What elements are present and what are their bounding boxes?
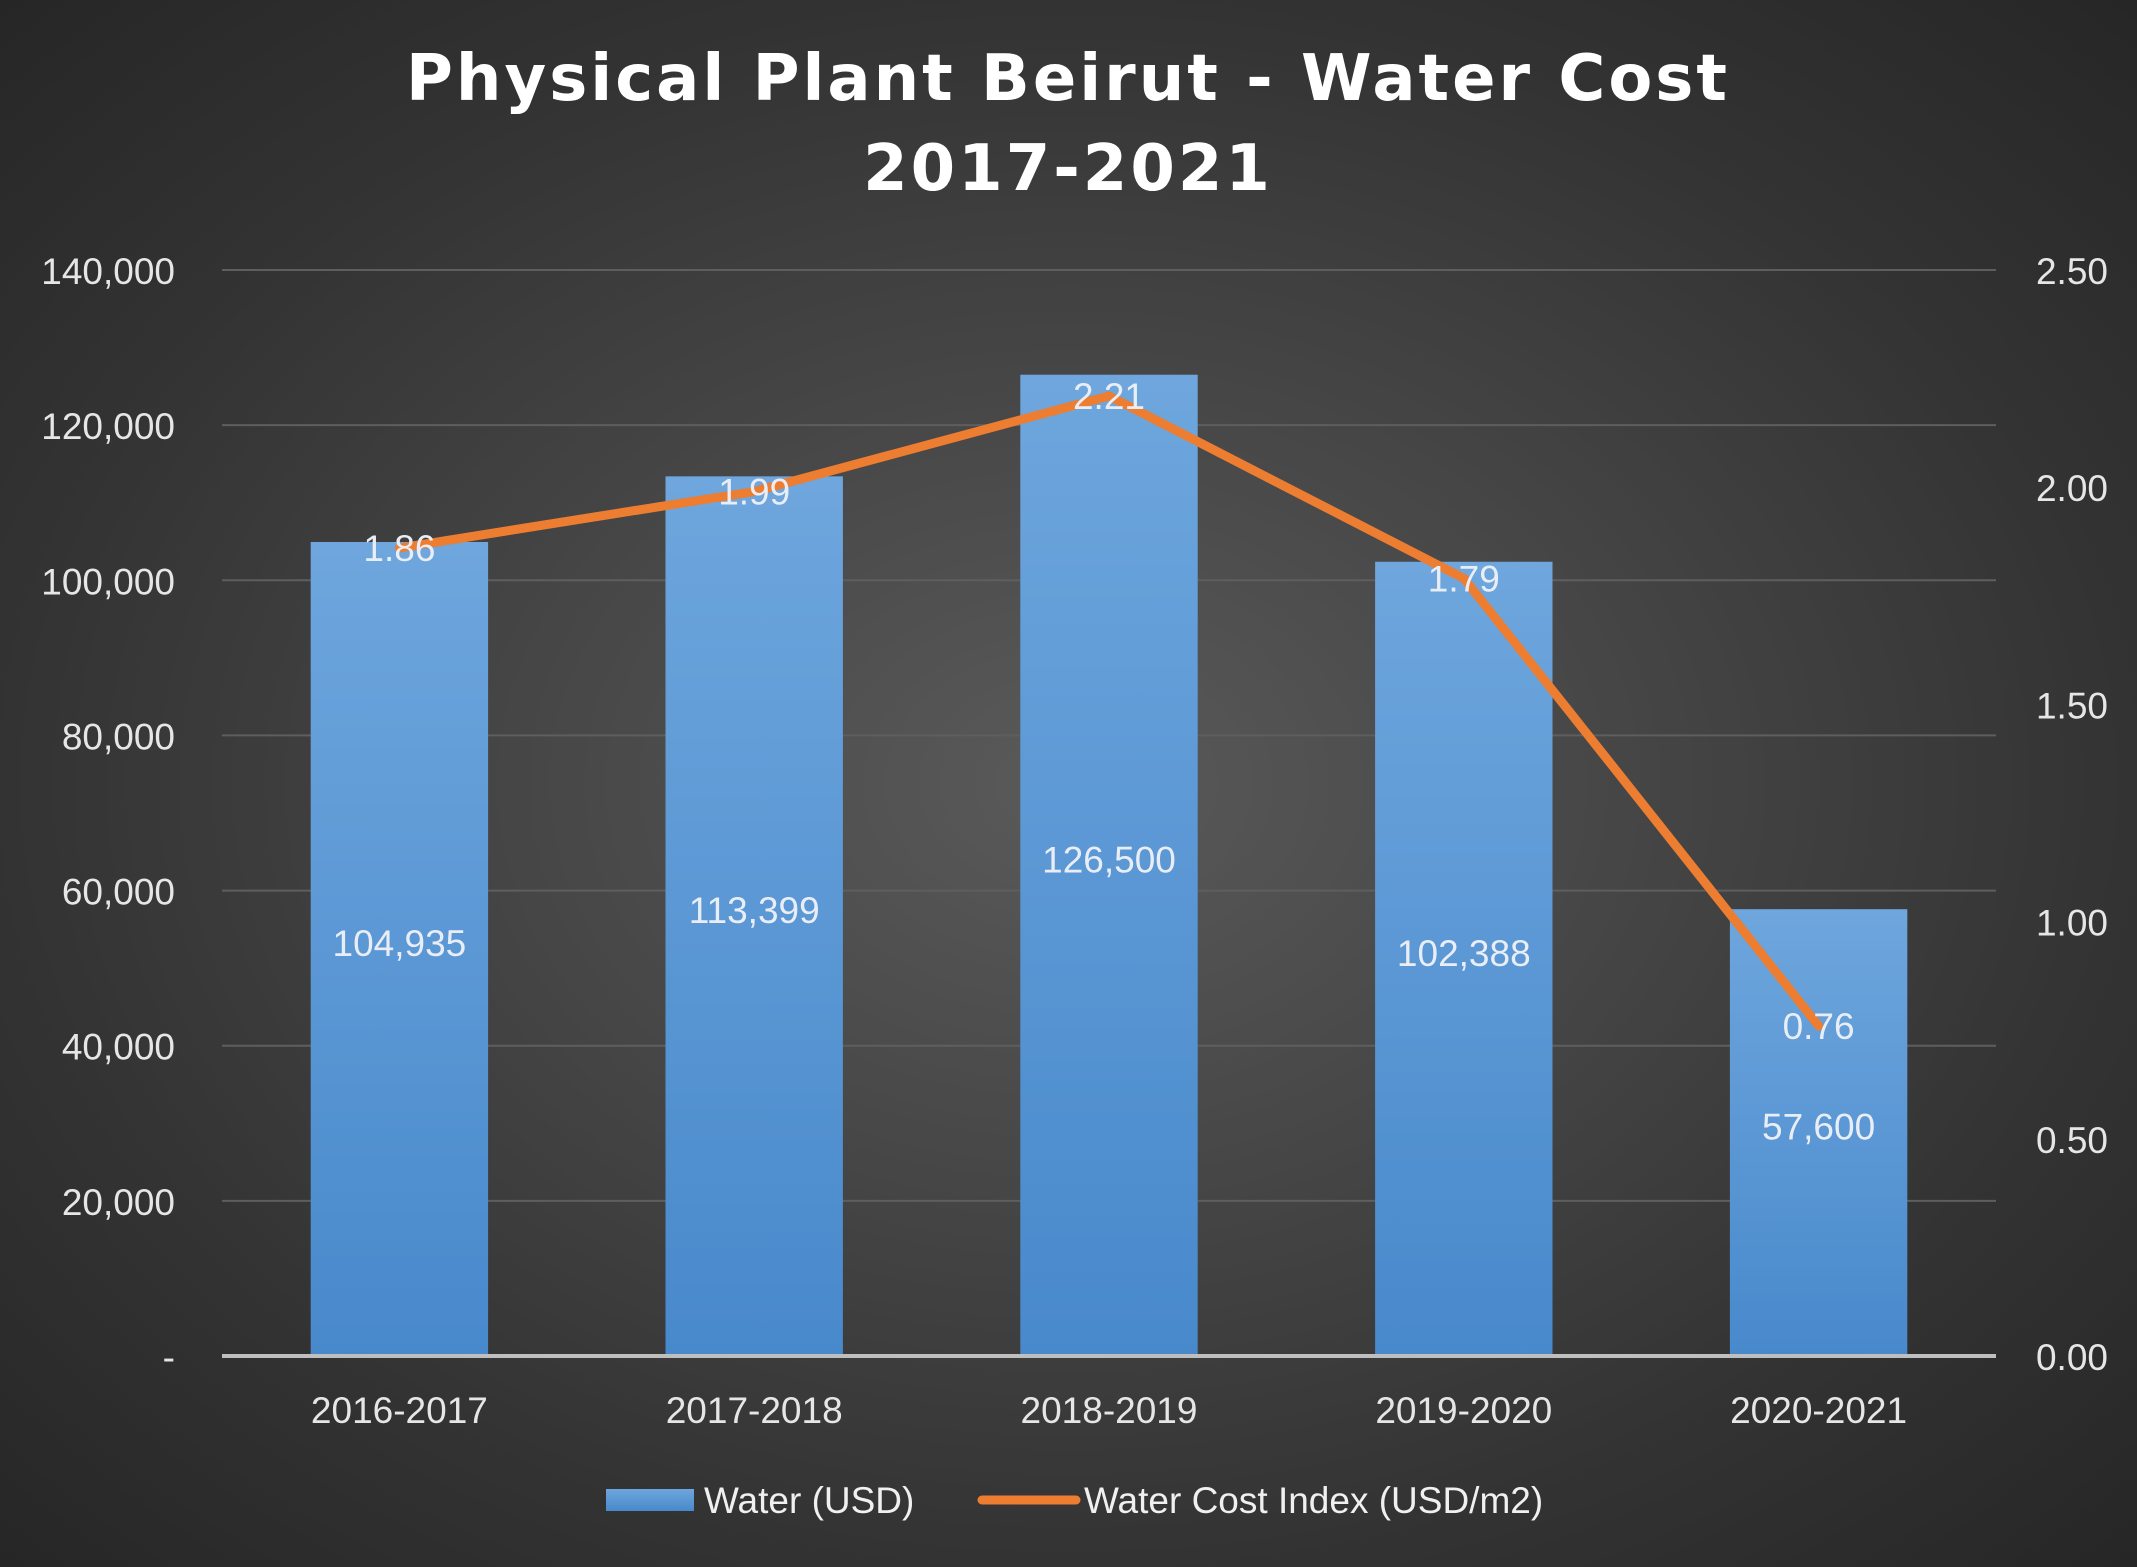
y-left-tick-label: 60,000 bbox=[62, 872, 175, 913]
y-left-tick-label: - bbox=[163, 1337, 175, 1378]
y-left-tick-label: 120,000 bbox=[41, 406, 175, 447]
line-point bbox=[1107, 393, 1111, 398]
bar-data-label: 102,388 bbox=[1397, 933, 1531, 974]
line-data-label: 0.76 bbox=[1783, 1006, 1855, 1047]
y-right-tick-label: 0.50 bbox=[2036, 1120, 2108, 1161]
x-tick-label: 2020-2021 bbox=[1730, 1390, 1907, 1431]
y-left-tick-label: 80,000 bbox=[62, 716, 175, 757]
y-left-tick-label: 20,000 bbox=[62, 1182, 175, 1223]
x-tick-label: 2019-2020 bbox=[1375, 1390, 1552, 1431]
y-right-tick-label: 1.00 bbox=[2036, 903, 2108, 944]
bar bbox=[1375, 561, 1553, 1356]
left-axis: - 20,000 40,000 60,000 80,000 100,000 120,000 1… bbox=[41, 251, 175, 1378]
line-data-label: 1.79 bbox=[1428, 558, 1500, 599]
chart-title: Physical Plant Beirut - Water Cost bbox=[406, 42, 1730, 116]
y-left-tick-label: 140,000 bbox=[41, 251, 175, 292]
legend-label-water-usd: Water (USD) bbox=[704, 1480, 914, 1521]
bar bbox=[665, 476, 843, 1356]
line-point bbox=[1816, 1023, 1821, 1028]
legend-label-water-cost-index: Water Cost Index (USD/m2) bbox=[1084, 1480, 1543, 1521]
chart-subtitle: 2017-2021 bbox=[863, 132, 1273, 206]
bar-data-label: 104,935 bbox=[333, 923, 467, 964]
line-point bbox=[397, 546, 402, 551]
bar bbox=[1729, 909, 1908, 1356]
line-data-label: 2.21 bbox=[1073, 376, 1145, 417]
bar-data-label: 57,600 bbox=[1762, 1107, 1875, 1148]
line-data-label: 1.86 bbox=[363, 528, 435, 569]
bars-layer bbox=[310, 374, 1908, 1356]
line-layer bbox=[394, 391, 1824, 1031]
bar-data-label: 113,399 bbox=[689, 890, 820, 931]
x-tick-label: 2016-2017 bbox=[311, 1390, 488, 1431]
bar-data-label: 126,500 bbox=[1042, 839, 1176, 880]
labels-layer: 104,935 113,399 126,500 102,388 57,600 1.86 1.… bbox=[333, 376, 1876, 1148]
bar bbox=[1020, 374, 1198, 1356]
line-point bbox=[752, 489, 757, 494]
line-point bbox=[1461, 576, 1466, 581]
line-data-label: 1.99 bbox=[718, 472, 790, 513]
y-right-tick-label: 0.00 bbox=[2036, 1337, 2108, 1378]
y-right-tick-label: 2.50 bbox=[2036, 251, 2108, 292]
bar bbox=[310, 542, 489, 1356]
right-axis: 0.00 0.50 1.00 1.50 2.00 2.50 bbox=[2036, 251, 2108, 1378]
y-right-tick-label: 1.50 bbox=[2036, 685, 2108, 726]
legend: Water (USD) Water Cost Index (USD/m2) bbox=[606, 1480, 1543, 1521]
x-tick-label: 2018-2019 bbox=[1021, 1390, 1198, 1431]
y-left-tick-label: 100,000 bbox=[41, 561, 175, 602]
y-left-tick-label: 40,000 bbox=[62, 1027, 175, 1068]
legend-swatch-water-usd bbox=[606, 1489, 694, 1511]
x-axis: 2016-2017 2017-2018 2018-2019 2019-2020 2020… bbox=[222, 1354, 1996, 1431]
x-tick-label: 2017-2018 bbox=[666, 1390, 843, 1431]
y-right-tick-label: 2.00 bbox=[2036, 468, 2108, 509]
